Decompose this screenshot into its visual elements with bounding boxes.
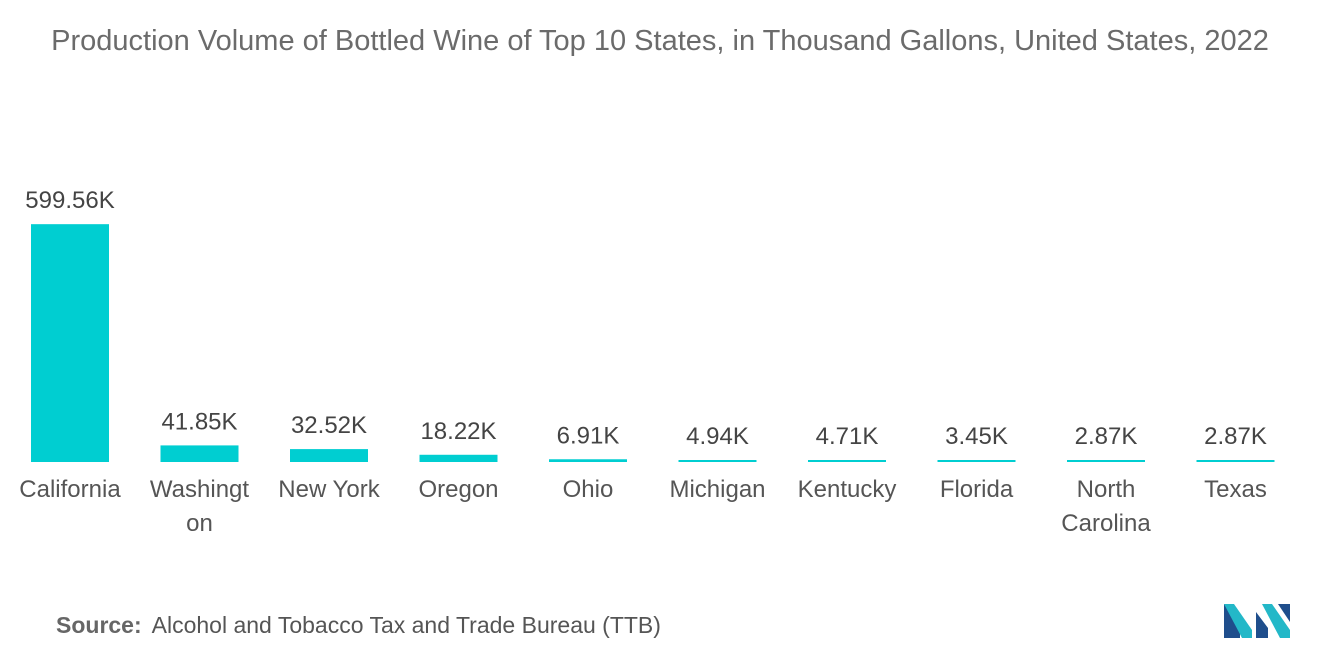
bar-washington xyxy=(160,445,239,462)
value-label: 2.87K xyxy=(1075,423,1138,450)
category-label: Oregon xyxy=(418,476,498,503)
bar-florida xyxy=(937,460,1016,462)
category-label: Michigan xyxy=(669,476,765,503)
value-label: 599.56K xyxy=(25,187,114,214)
source-label: Source: xyxy=(56,612,142,638)
bars-group xyxy=(31,224,1275,462)
value-labels-group: 599.56K 41.85K 32.52K 18.22K 6.91K 4.94K 4.71K… xyxy=(25,187,1267,450)
value-label: 6.91K xyxy=(557,422,620,449)
value-label: 4.71K xyxy=(816,423,879,450)
value-label: 2.87K xyxy=(1204,423,1267,450)
bar-north-carolina xyxy=(1067,460,1145,462)
category-labels-group: California Washingt on New York Oregon Ohio Mi… xyxy=(19,476,1267,537)
category-label: Ohio xyxy=(563,476,614,503)
source-note: Source: Alcohol and Tobacco Tax and Trade… xyxy=(56,612,661,639)
category-label: New York xyxy=(278,476,380,503)
bar-new-york xyxy=(290,449,368,462)
value-label: 41.85K xyxy=(161,408,237,435)
mordor-intelligence-logo-icon xyxy=(1224,604,1290,638)
source-text: Alcohol and Tobacco Tax and Trade Bureau… xyxy=(151,612,661,638)
chart-title: Production Volume of Bottled Wine of Top… xyxy=(51,25,1269,57)
category-label: North Carolina xyxy=(1061,476,1151,537)
value-label: 32.52K xyxy=(291,412,367,439)
value-label: 3.45K xyxy=(945,423,1008,450)
bar-california xyxy=(31,224,109,462)
bar-ohio xyxy=(549,459,627,462)
category-label: Texas xyxy=(1204,476,1267,503)
category-label: Kentucky xyxy=(798,476,897,503)
bar-michigan xyxy=(678,460,757,462)
bar-texas xyxy=(1196,460,1275,462)
bar-chart: 599.56K 41.85K 32.52K 18.22K 6.91K 4.94K 4.71K… xyxy=(19,187,1275,537)
bar-oregon xyxy=(419,454,498,462)
category-label: Florida xyxy=(940,476,1014,503)
bar-kentucky xyxy=(808,460,886,462)
value-label: 18.22K xyxy=(420,418,496,445)
category-label: California xyxy=(19,476,121,503)
category-label: Washingt on xyxy=(150,476,249,537)
value-label: 4.94K xyxy=(686,423,749,450)
